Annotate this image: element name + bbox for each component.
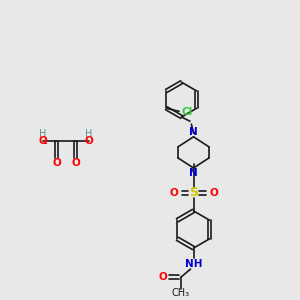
Text: O: O [169, 188, 178, 198]
Text: NH: NH [185, 259, 202, 269]
Text: H: H [39, 129, 46, 140]
Text: CH₃: CH₃ [172, 288, 190, 298]
Text: O: O [38, 136, 47, 146]
Text: N: N [189, 168, 198, 178]
Text: O: O [209, 188, 218, 198]
Text: H: H [85, 129, 93, 140]
Text: Cl: Cl [181, 107, 193, 117]
Text: O: O [158, 272, 167, 282]
Text: N: N [189, 127, 198, 136]
Text: S: S [189, 186, 198, 200]
Text: O: O [71, 158, 80, 169]
Text: O: O [52, 158, 61, 169]
Text: O: O [85, 136, 94, 146]
